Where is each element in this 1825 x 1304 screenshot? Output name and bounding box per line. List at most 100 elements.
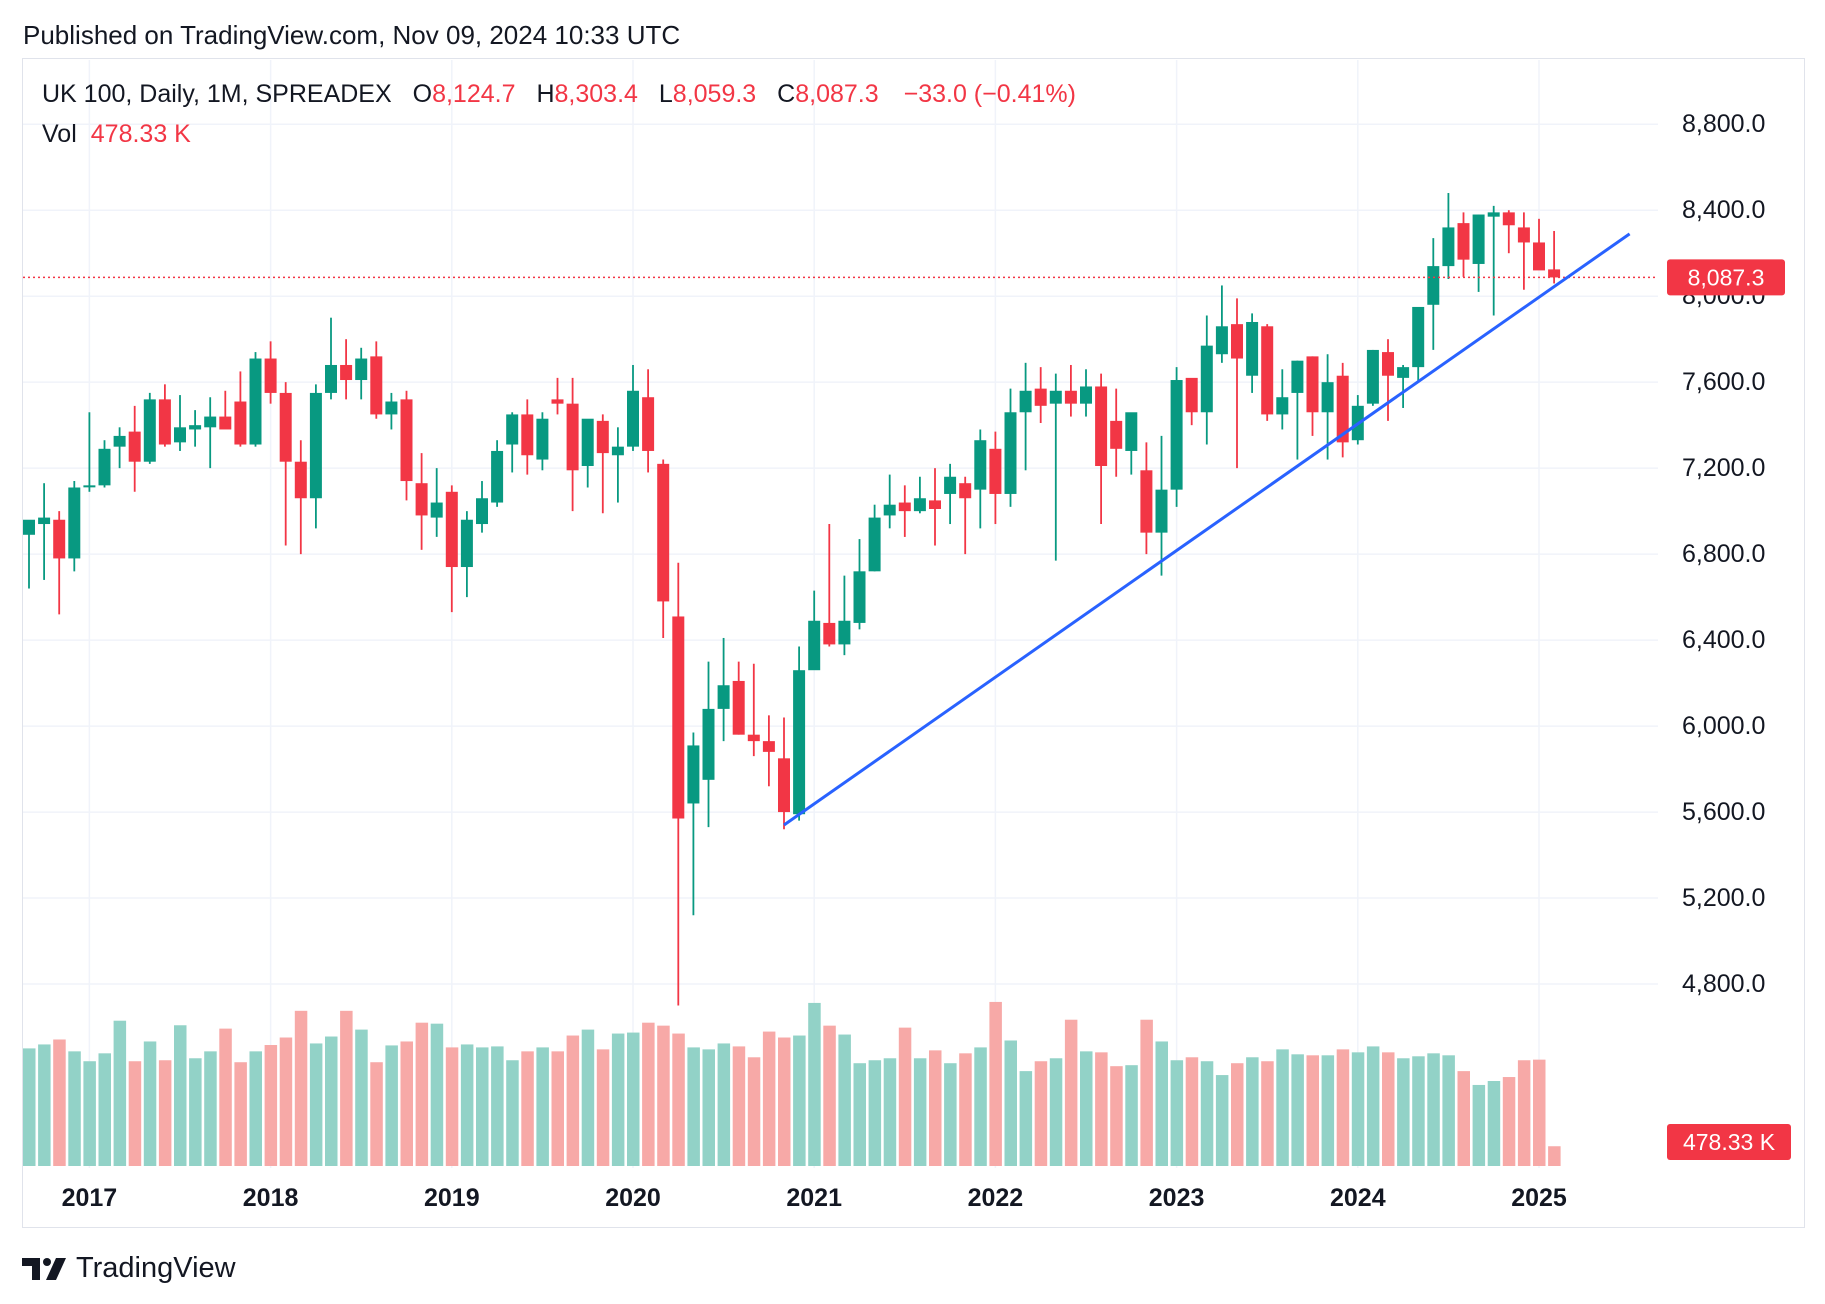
candle[interactable] [113,427,126,469]
candle[interactable] [913,476,926,514]
candle[interactable] [974,429,987,529]
candle[interactable] [1034,367,1047,424]
candle[interactable] [657,459,670,638]
candle[interactable] [1004,388,1017,507]
candle[interactable] [476,481,488,533]
candle[interactable] [189,410,202,447]
candle[interactable] [1427,238,1440,350]
candle[interactable] [536,412,549,471]
candle[interactable] [1502,210,1515,254]
candle[interactable] [1110,388,1123,477]
candle[interactable] [491,440,504,507]
candle[interactable] [566,377,579,512]
candle[interactable] [1457,212,1470,277]
candle[interactable] [1125,412,1138,475]
candle[interactable] [989,431,1002,525]
candle[interactable] [325,317,337,400]
candle[interactable] [944,463,957,525]
candle[interactable] [460,511,473,598]
candle[interactable] [898,485,911,537]
candle[interactable] [1276,369,1289,430]
candle[interactable] [340,339,353,400]
candle[interactable] [823,524,836,647]
candle[interactable] [551,377,564,415]
candle[interactable] [1215,285,1228,363]
candle[interactable] [1291,360,1304,460]
candle[interactable] [219,390,232,430]
candle[interactable] [430,468,443,537]
candle[interactable] [506,412,519,473]
candle[interactable] [808,590,821,671]
candle[interactable] [204,397,217,469]
candle[interactable] [415,453,428,550]
candle[interactable] [1321,354,1334,460]
candle[interactable] [158,384,171,447]
candle[interactable] [611,427,624,503]
candle[interactable] [1140,442,1153,555]
candle[interactable] [1487,205,1500,316]
candle[interactable] [355,347,368,400]
candle[interactable] [762,715,775,787]
candle[interactable] [868,504,881,572]
chart-frame[interactable] [22,58,1805,1228]
candle[interactable] [38,483,51,580]
candle[interactable] [1185,377,1198,426]
candle[interactable] [143,392,156,464]
candle[interactable] [732,661,745,735]
candle[interactable] [1080,369,1092,417]
candle[interactable] [264,341,277,404]
candle[interactable] [1412,306,1425,383]
candle[interactable] [1442,193,1455,280]
candle[interactable] [53,511,66,615]
candle[interactable] [778,717,790,830]
candle[interactable] [959,476,972,555]
candle[interactable] [1548,230,1561,284]
candle[interactable] [1095,373,1108,525]
candle[interactable] [1306,356,1319,436]
candle[interactable] [793,646,806,821]
candle[interactable] [853,539,866,630]
candle[interactable] [642,369,655,473]
candle[interactable] [1155,435,1168,576]
candle[interactable] [1261,324,1274,421]
candle[interactable] [279,382,292,546]
tradingview-logo[interactable]: TradingView [22,1252,236,1285]
candle[interactable] [1397,364,1410,408]
candle[interactable] [1231,298,1243,469]
candle[interactable] [687,732,700,916]
candle[interactable] [838,575,851,656]
candle[interactable] [627,364,639,451]
candle[interactable] [717,637,730,742]
candle[interactable] [1472,214,1485,292]
candle[interactable] [1366,349,1379,406]
candle[interactable] [1019,362,1032,471]
candle[interactable] [672,562,685,1006]
candle[interactable] [309,384,322,529]
candle[interactable] [521,399,534,475]
candle[interactable] [68,481,81,572]
candle[interactable] [1336,362,1349,458]
candle[interactable] [294,440,307,555]
candle[interactable] [581,418,594,488]
candle[interactable] [1246,313,1259,393]
candle[interactable] [1533,218,1545,271]
candle[interactable] [385,392,398,430]
candle[interactable] [445,485,458,613]
candle[interactable] [1064,364,1077,417]
candle[interactable] [370,341,383,419]
candle[interactable] [234,371,247,447]
candle[interactable] [249,352,262,447]
candle[interactable] [883,474,896,529]
candle[interactable] [23,519,35,589]
candle[interactable] [929,468,941,546]
candle[interactable] [83,412,96,492]
candle[interactable] [702,661,715,828]
candle[interactable] [400,390,413,501]
candle[interactable] [1382,339,1394,421]
candle[interactable] [596,414,609,514]
candle[interactable] [174,395,186,451]
candle[interactable] [1049,373,1062,561]
candle[interactable] [747,663,760,757]
candle[interactable] [1170,367,1183,507]
